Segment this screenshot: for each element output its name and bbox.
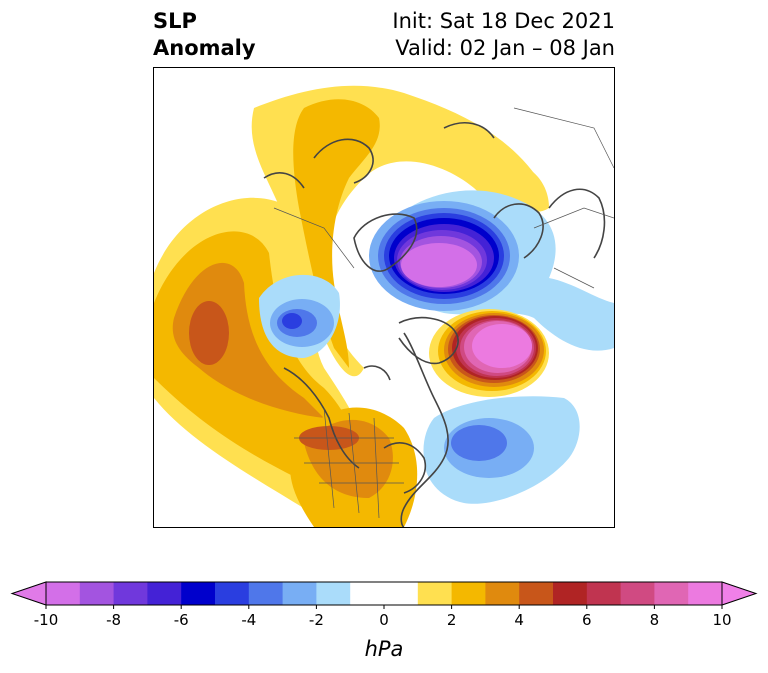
colorbar-segment [215, 582, 250, 605]
map-canvas [154, 85, 614, 527]
colorbar-tick-label: -2 [309, 611, 324, 629]
colorbar-segment [79, 582, 115, 605]
colorbar-svg: -10 -8 -6 -4 -2 0 2 4 6 8 10 hPa [10, 581, 758, 661]
init-date: Init: Sat 18 Dec 2021 [392, 9, 615, 33]
colorbar-segment [451, 582, 486, 605]
colorbar-segment [316, 582, 351, 605]
colorbar-tick-label: 4 [514, 611, 524, 629]
variable-label: SLP [153, 9, 197, 33]
colorbar-segment [485, 582, 520, 605]
borders [273, 107, 614, 519]
valid-range: Valid: 02 Jan – 08 Jan [395, 36, 615, 60]
colorbar-segment [282, 582, 317, 605]
anomaly-label: Anomaly [153, 36, 256, 60]
colorbar-segment [181, 582, 216, 605]
colorbar-segment [688, 582, 723, 605]
anomaly-high-atlantic-max [472, 324, 532, 368]
coastlines [263, 122, 606, 527]
anomaly-low-south-inner [451, 425, 507, 461]
colorbar-tick-label: -4 [241, 611, 256, 629]
colorbar-segment [620, 582, 655, 605]
colorbar-segment [113, 582, 148, 605]
colorbar-tick-label: 0 [379, 611, 389, 629]
colorbar-segment [417, 582, 453, 605]
colorbar-tick-label: -6 [174, 611, 189, 629]
map-title: SLP Anomaly [153, 8, 256, 62]
colorbar-segment [147, 582, 182, 605]
colorbar-unit: hPa [365, 637, 404, 661]
colorbar-tick-label: 10 [712, 611, 731, 629]
colorbar-segment [654, 582, 689, 605]
colorbar-segment [350, 582, 385, 605]
colorbar-segment [519, 582, 554, 605]
colorbar-segment [586, 582, 622, 605]
date-info: Init: Sat 18 Dec 2021 Valid: 02 Jan – 08… [392, 8, 615, 62]
colorbar-over-arrow [721, 581, 758, 606]
colorbar-tick-label: 8 [650, 611, 660, 629]
colorbar-tick-label: 6 [582, 611, 592, 629]
colorbar-segment [248, 582, 284, 605]
colorbar-segment [46, 582, 81, 605]
colorbar-under-arrow [10, 581, 47, 606]
anomaly-low-arctic-max [401, 243, 477, 287]
colorbar-tick-label: -10 [34, 611, 59, 629]
colorbar: -10 -8 -6 -4 -2 0 2 4 6 8 10 hPa [0, 575, 768, 665]
anomaly-ridge-north-core [293, 99, 380, 369]
colorbar-tick-label: -8 [106, 611, 121, 629]
colorbar-segment [553, 582, 588, 605]
colorbar-segment [384, 582, 419, 605]
anomaly-map [153, 67, 615, 528]
anomaly-low-pacific-max [282, 313, 302, 329]
colorbar-tick-label: 2 [447, 611, 457, 629]
anomaly-ridge-west-max [189, 301, 229, 365]
